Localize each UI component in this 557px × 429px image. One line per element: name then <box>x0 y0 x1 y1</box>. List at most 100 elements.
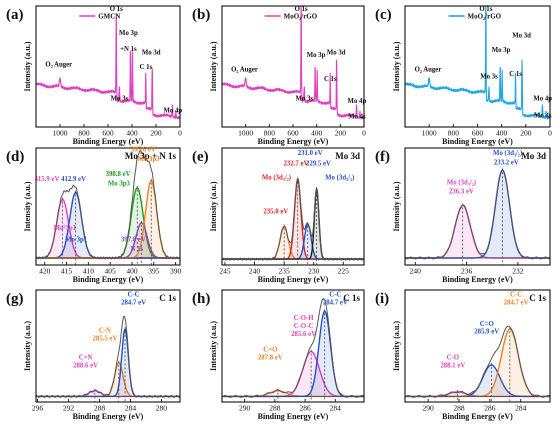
peak-annotation: Mo 4s <box>534 112 552 119</box>
envelope-curve <box>222 298 364 398</box>
peak-annotation: 415.9 eV <box>34 176 59 183</box>
peak-annotation: Mo (3d₃/₂) <box>493 150 522 157</box>
x-tick-label: 292 <box>63 404 75 413</box>
panel-label: (d) <box>6 149 24 165</box>
x-tick-label: 390 <box>170 267 182 276</box>
peak-annotation: 236.3 eV <box>449 189 474 196</box>
x-tick-label: 400 <box>126 129 138 138</box>
peak-annotation: O₂ Auger <box>231 66 258 73</box>
x-tick-label: 288 <box>453 404 465 413</box>
peak-fill-CO <box>405 365 550 397</box>
envelope-curve <box>36 315 180 398</box>
peak-annotation: C=N <box>79 354 93 361</box>
panel-c: MoO₂/rGO 1000 800 600 400 200 0 Binding Energy … <box>375 5 552 146</box>
plot-area <box>222 6 364 120</box>
peak-fill-COC <box>222 351 364 397</box>
x-tick-label: 245 <box>219 267 231 276</box>
peak-annotation: Mo 4p <box>533 95 552 102</box>
peak-annotation: C-O-H <box>294 315 315 322</box>
plot-frame <box>35 147 181 266</box>
peak-annotation: C 1s <box>509 71 522 78</box>
x-axis-title: Binding Energy (eV) <box>442 412 513 421</box>
peak-annotation: 232.7 eV <box>283 161 308 168</box>
peak-annotation: 233.2 eV <box>494 159 519 166</box>
panel-a: GMCN 1000 800 600 400 200 0 Binding Energy (eV)… <box>6 5 182 146</box>
legend-label: GMCN <box>98 13 120 21</box>
x-tick-label: 1000 <box>53 129 68 138</box>
x-tick-label: 225 <box>338 267 350 276</box>
peak-annotation: Mo 3p <box>492 47 511 54</box>
x-axis-title: Binding Energy (eV) <box>73 137 144 146</box>
x-tick-label: 296 <box>32 404 44 413</box>
x-tick-label: 800 <box>78 129 90 138</box>
peak-fill-CN <box>36 362 180 397</box>
peak-annotation: Mo 3s <box>480 74 498 81</box>
peak-fill-Mo3p1 <box>36 192 180 258</box>
x-tick-label: 600 <box>102 129 114 138</box>
y-axis-title: Intensity (a.u.) <box>209 41 218 91</box>
peak-annotation: Mo (3d₃/₂) <box>262 175 291 182</box>
plot-area <box>405 6 550 120</box>
panel-label: (f) <box>375 149 390 165</box>
plot-area <box>36 315 180 402</box>
envelope-curve <box>405 169 550 260</box>
panel-title: Mo 3d <box>521 151 546 161</box>
x-tick-label: 240 <box>410 267 422 276</box>
x-axis-title: Binding Energy (eV) <box>442 275 513 284</box>
x-tick-label: 230 <box>308 267 320 276</box>
x-tick-label: 284 <box>515 404 527 413</box>
peak-annotation: 285.5 eV <box>92 335 117 342</box>
x-axis-title: Binding Energy (eV) <box>73 275 144 284</box>
peak-fill-CC <box>405 329 550 397</box>
panel-d: 420 415 410 405 400 395 390 Binding Energy (eV)… <box>6 147 182 284</box>
peak-annotation: Mo 3p3 <box>138 156 161 163</box>
peak-annotation: Mo 3d <box>142 49 161 56</box>
peak-annotation: C=O <box>263 347 277 354</box>
panel-label: (g) <box>6 291 24 307</box>
x-tick-label: 0 <box>362 129 366 138</box>
peak-annotation: 397.8 eV <box>121 237 146 244</box>
peak-annotation: Mo 3p <box>119 30 138 37</box>
x-tick-label: 288 <box>94 404 106 413</box>
peak-component-CN <box>36 362 180 398</box>
peak-annotation: +N 1s <box>120 46 137 53</box>
x-tick-label: 235 <box>279 267 291 276</box>
peak-annotation: C-N <box>99 328 111 335</box>
peak-fill-Mo3p3 <box>36 180 180 258</box>
peak-annotation: 231.0 eV <box>298 150 323 157</box>
panel-label: (h) <box>192 291 210 307</box>
panel-title: C 1s <box>343 293 360 303</box>
peak-annotation: Mo 3d <box>327 49 346 56</box>
peak-fill-2332 <box>405 170 550 258</box>
peak-annotation: C 1s <box>139 64 152 71</box>
x-tick-label: 400 <box>126 267 138 276</box>
y-axis-title: Intensity (a.u.) <box>209 321 218 371</box>
x-tick-label: 420 <box>39 267 51 276</box>
x-tick-label: 286 <box>484 404 496 413</box>
peak-fill-N1s <box>36 222 180 258</box>
x-axis-title: Binding Energy (eV) <box>442 137 513 146</box>
x-tick-label: 200 <box>520 129 532 138</box>
peak-annotation: C-O <box>447 354 459 361</box>
peak-component-COC <box>222 350 364 398</box>
panel-g: 296 292 288 284 280 Binding Energy (eV) Intens… <box>6 289 181 421</box>
envelope-curve <box>222 177 364 261</box>
peak-annotation: Mo 3d <box>512 32 531 39</box>
peak-annotation: 229.5 eV <box>306 161 331 168</box>
legend-label: MoO₂/rGO <box>468 13 502 21</box>
x-axis-title: Binding Energy (eV) <box>258 137 329 146</box>
x-tick-label: 280 <box>156 404 168 413</box>
peak-annotation: N 1s <box>130 246 143 253</box>
peak-annotation: 395.6 eV <box>131 147 156 154</box>
panel-title: Mo 3p + N 1s <box>125 151 177 161</box>
x-tick-label: 200 <box>150 129 162 138</box>
survey-curve <box>222 6 364 120</box>
x-tick-label: 290 <box>239 404 251 413</box>
x-tick-label: 284 <box>125 404 137 413</box>
x-tick-label: 395 <box>148 267 160 276</box>
y-axis-title: Intensity (a.u.) <box>23 181 32 231</box>
plot-frame <box>404 289 551 403</box>
x-tick-label: 600 <box>287 129 299 138</box>
